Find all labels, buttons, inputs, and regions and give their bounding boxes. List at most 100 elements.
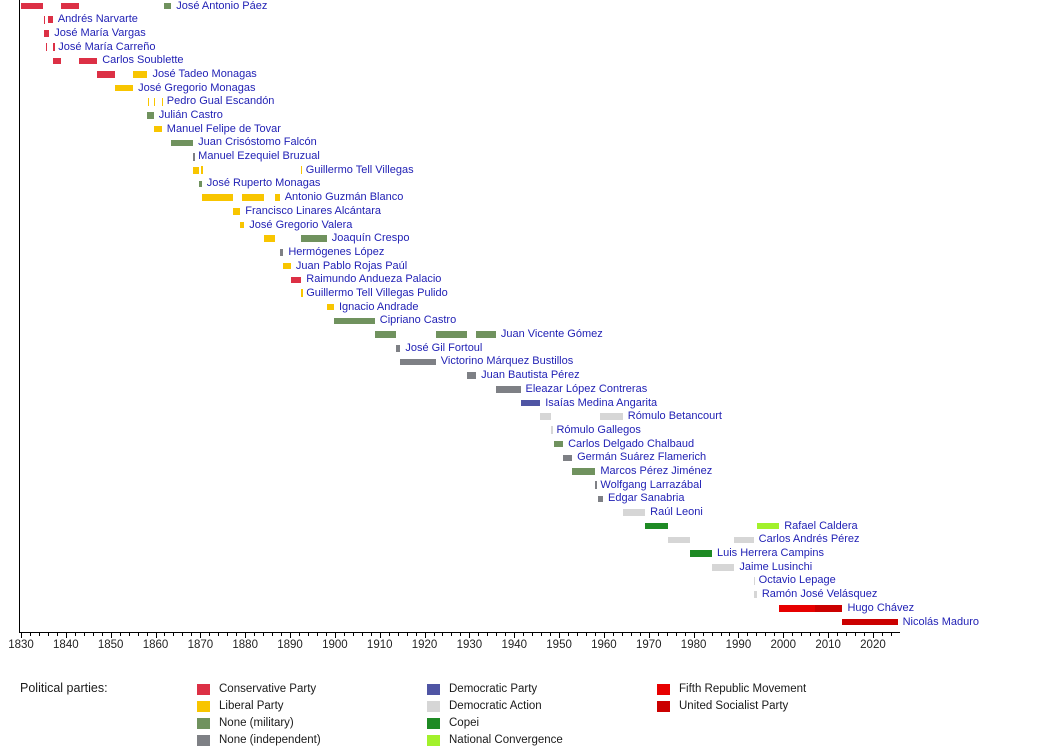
president-label[interactable]: Rafael Caldera <box>784 519 858 532</box>
axis-major-tick <box>693 633 695 638</box>
president-label[interactable]: Juan Bautista Pérez <box>481 369 580 382</box>
president-label[interactable]: Luis Herrera Campins <box>716 547 824 560</box>
president-label[interactable]: Isaías Medina Angarita <box>545 396 658 409</box>
president-label[interactable]: Joaquín Crespo <box>331 232 410 245</box>
legend-item: United Socialist Party <box>657 700 788 712</box>
term-bar <box>21 2 44 10</box>
axis-minor-tick <box>146 633 148 636</box>
president-label[interactable]: Edgar Sanabria <box>608 492 685 505</box>
term-bar <box>595 481 597 490</box>
axis-major-tick <box>334 633 336 638</box>
president-label[interactable]: José Gregorio Valera <box>249 218 353 231</box>
axis-minor-tick <box>478 633 480 636</box>
president-label[interactable]: Rómulo Gallegos <box>556 423 641 436</box>
president-label[interactable]: Raúl Leoni <box>650 506 703 519</box>
president-label[interactable]: Wolfgang Larrazábal <box>600 478 702 491</box>
legend-swatch-independent <box>197 734 210 746</box>
term-bar <box>48 16 53 23</box>
term-bar <box>97 71 116 78</box>
axis-year-label: 1830 <box>8 639 34 651</box>
president-label[interactable]: José Gregorio Monagas <box>138 81 256 94</box>
term-bar <box>540 413 551 420</box>
president-label[interactable]: Ramón José Velásquez <box>761 588 878 601</box>
legend-item: Liberal Party <box>197 700 284 712</box>
president-label[interactable]: Carlos Delgado Chalbaud <box>568 437 695 450</box>
president-label[interactable]: Raimundo Andueza Palacio <box>306 273 442 286</box>
legend-label: None (military) <box>219 717 294 729</box>
term-bar <box>476 331 496 338</box>
legend-swatch-conservative <box>197 683 210 695</box>
axis-minor-tick <box>747 633 749 636</box>
term-bar <box>193 167 199 174</box>
president-label[interactable]: Carlos Soublette <box>102 54 184 67</box>
president-label[interactable]: José Gil Fortoul <box>405 341 483 354</box>
axis-minor-tick <box>343 633 345 636</box>
president-label[interactable]: Francisco Linares Alcántara <box>245 204 381 217</box>
term-bar <box>301 235 327 242</box>
president-label[interactable]: Nicolás Maduro <box>902 615 980 628</box>
axis-minor-tick <box>487 633 489 636</box>
president-label[interactable]: Juan Crisóstomo Falcón <box>198 136 317 149</box>
axis-major-tick <box>559 633 561 638</box>
axis-year-label: 1850 <box>97 639 124 651</box>
president-label[interactable]: Pedro Gual Escandón <box>166 95 275 108</box>
legend-label: National Convergence <box>449 734 563 746</box>
legend-item: Copei <box>427 717 479 729</box>
axis-minor-tick <box>729 633 731 636</box>
president-label[interactable]: Germán Suárez Flamerich <box>577 451 707 464</box>
president-label[interactable]: Victorino Márquez Bustillos <box>440 355 574 368</box>
legend-swatch-liberal <box>197 700 210 712</box>
president-label[interactable]: Guillermo Tell Villegas <box>305 163 414 176</box>
president-label[interactable]: Rómulo Betancourt <box>627 410 722 423</box>
president-label[interactable]: Manuel Ezequiel Bruzual <box>198 150 320 163</box>
president-label[interactable]: Eleazar López Contreras <box>525 382 648 395</box>
legend-swatch-copei <box>427 717 440 729</box>
term-bar <box>290 276 302 284</box>
president-label[interactable]: Marcos Pérez Jiménez <box>600 464 713 477</box>
term-bar <box>554 440 564 448</box>
president-label[interactable]: Juan Vicente Gómez <box>500 328 603 341</box>
president-label[interactable]: José María Carreño <box>58 40 156 53</box>
president-label[interactable]: Julián Castro <box>158 109 223 122</box>
term-bar <box>551 426 553 435</box>
axis-minor-tick <box>765 633 767 636</box>
term-bar <box>53 43 55 52</box>
term-bar <box>333 317 375 325</box>
president-label[interactable]: Andrés Narvarte <box>57 13 138 26</box>
axis-minor-tick <box>218 633 220 636</box>
term-bar <box>133 71 148 78</box>
president-label[interactable]: Antonio Guzmán Blanco <box>284 191 404 204</box>
axis-minor-tick <box>128 633 130 636</box>
president-label[interactable]: Juan Pablo Rojas Paúl <box>295 259 408 272</box>
axis-major-tick <box>469 633 471 638</box>
president-label[interactable]: Jaime Lusinchi <box>739 560 813 573</box>
axis-minor-tick <box>38 633 40 636</box>
axis-year-label: 1970 <box>635 639 662 651</box>
president-label[interactable]: José María Vargas <box>54 26 146 39</box>
president-label[interactable]: José Antonio Páez <box>176 0 268 12</box>
president-label[interactable]: José Ruperto Monagas <box>206 177 321 190</box>
axis-major-tick <box>290 633 292 638</box>
president-label[interactable]: Carlos Andrés Pérez <box>758 533 860 546</box>
president-label[interactable]: Manuel Felipe de Tovar <box>166 122 281 135</box>
axis-minor-tick <box>397 633 399 636</box>
axis-minor-tick <box>182 633 184 636</box>
president-label[interactable]: José Tadeo Monagas <box>152 67 257 80</box>
president-label[interactable]: Guillermo Tell Villegas Pulido <box>306 286 448 299</box>
president-label[interactable]: Octavio Lepage <box>758 574 836 587</box>
president-label[interactable]: Hugo Chávez <box>847 601 915 614</box>
legend-label: Liberal Party <box>219 700 284 712</box>
axis-year-label: 1890 <box>277 639 303 651</box>
axis-year-label: 1920 <box>411 639 438 651</box>
axis-minor-tick <box>254 633 256 636</box>
axis-minor-tick <box>56 633 58 636</box>
president-label[interactable]: Ignacio Andrade <box>338 300 419 313</box>
term-bar <box>667 536 690 544</box>
legend-label: Conservative Party <box>219 683 317 695</box>
president-label[interactable]: Hermógenes López <box>288 245 385 258</box>
president-label[interactable]: Cipriano Castro <box>379 314 457 327</box>
axis-minor-tick <box>890 633 892 636</box>
axis-minor-tick <box>307 633 309 636</box>
term-bar <box>598 495 603 503</box>
axis-minor-tick <box>325 633 327 636</box>
